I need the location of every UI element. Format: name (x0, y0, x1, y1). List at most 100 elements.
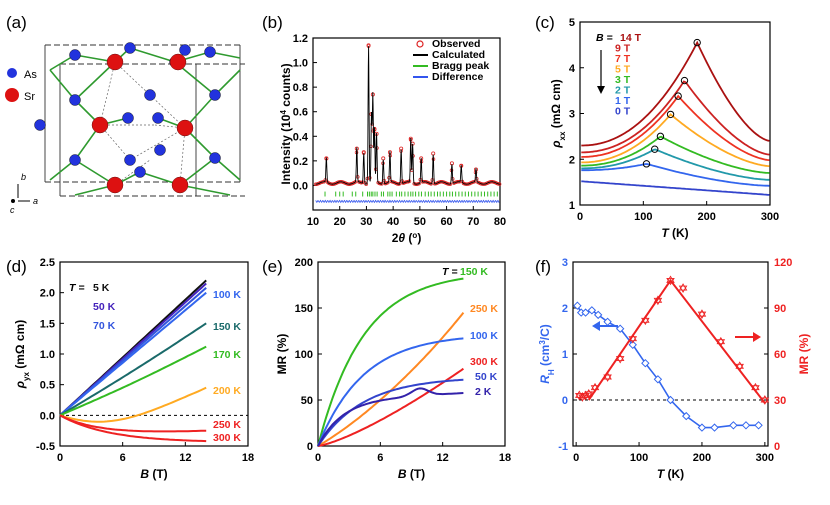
mr-point (628, 333, 638, 344)
mr-point (603, 372, 612, 382)
legend-label: 5 K (93, 282, 110, 294)
y-tick-label: 3 (562, 257, 568, 269)
y-tick-label: 120 (774, 257, 792, 269)
legend-label: 100 K (213, 289, 241, 301)
rh-point (682, 411, 691, 421)
y-tick-label: -1 (558, 441, 568, 453)
legend-label: 7 T (615, 53, 631, 65)
mr-point (615, 353, 625, 364)
atom-sr (91, 116, 109, 134)
y-axis-label-part: ρ (13, 381, 27, 389)
rh-point (593, 310, 603, 320)
y-axis-label-part: ρ (549, 140, 563, 148)
chart-resistivity: 0 100 200 300 1 2 3 4 5 B = 14 T9 T7 T5 T3 T2 T1 … (549, 17, 779, 240)
y-tick-label: 60 (774, 349, 786, 361)
y-tick-label: 150 (295, 303, 313, 315)
legend-label: 300 K (213, 432, 241, 444)
x-tick-label: 300 (756, 452, 774, 464)
y-axis-label-part: R (538, 375, 552, 384)
rh-point (628, 340, 637, 350)
y-tick-label: 1 (569, 200, 575, 212)
y-axis-label-part: xx (558, 131, 567, 140)
x-tick-label: 18 (499, 452, 511, 464)
y-tick-label: 100 (295, 349, 313, 361)
x-tick-label: 60 (440, 216, 452, 228)
axis-indicator-c (11, 199, 15, 203)
legend-label: 200 K (213, 385, 241, 397)
rh-point (666, 395, 675, 405)
legend-label: 150 K (460, 266, 488, 278)
panel-label-b: (b) (262, 13, 283, 32)
y-axis-label-part: yx (22, 372, 31, 381)
peak-marker (642, 160, 651, 168)
panel-label-c: (c) (535, 13, 555, 32)
resistivity-curve (581, 180, 770, 196)
legend-label-sr: Sr (24, 91, 35, 103)
legend-label: Difference (432, 71, 484, 83)
y-tick-label: 0 (562, 395, 568, 407)
y-tick-label: 50 (301, 395, 313, 407)
x-tick-label: 12 (179, 452, 191, 464)
y-tick-label: 0.0 (40, 410, 55, 422)
legend-marker-observed (416, 40, 424, 48)
axis-label-a: a (33, 196, 38, 206)
y-tick-label: 0.8 (293, 82, 308, 94)
bond-dotted (129, 127, 186, 161)
panel-label-f: (f) (535, 257, 551, 276)
atom-as (154, 144, 166, 156)
mr-point (678, 283, 688, 293)
x-axis-label-part: B (398, 467, 407, 481)
y-tick-label: -0.5 (36, 441, 55, 453)
atom-as (144, 89, 156, 101)
mr-point (578, 392, 587, 402)
bond (49, 69, 76, 101)
mr-point (735, 361, 744, 372)
y-tick-label: 4 (569, 63, 576, 75)
x-tick-label: 70 (467, 216, 479, 228)
rh-point (729, 421, 738, 430)
bond-dotted (99, 61, 116, 126)
plot-frame (312, 37, 501, 211)
observed-peak (431, 151, 436, 156)
y-axis-label: RH (cm3/C) (538, 324, 556, 384)
x-axis-label: 2θ (o) (392, 231, 422, 246)
y-axis-label-part: MR (%) (797, 334, 811, 375)
atom-as (152, 112, 164, 124)
y-tick-label: 2 (569, 154, 575, 166)
x-tick-label: 6 (120, 452, 126, 464)
atom-sr (169, 53, 187, 71)
x-axis-label-part: o (412, 231, 417, 240)
plot-frame (572, 261, 769, 447)
plot-frame (317, 261, 506, 447)
bond (214, 69, 241, 96)
legend-label: 2 K (475, 386, 492, 398)
y-tick-label: 200 (295, 257, 313, 269)
x-tick-label: 100 (634, 211, 652, 223)
y-axis-label-part: MR (%) (275, 334, 289, 375)
observed-point (364, 182, 368, 186)
x-tick-label: 12 (437, 452, 449, 464)
legend-label: Calculated (432, 49, 485, 61)
legend-label: 100 K (470, 330, 498, 342)
mr-point (584, 388, 594, 399)
hall-curve (59, 322, 207, 417)
mr-curve (317, 277, 464, 447)
legend-label: 170 K (213, 349, 241, 361)
mr-point (697, 309, 707, 320)
rh-point (754, 421, 763, 430)
atom-sr (176, 119, 194, 137)
rh-point (587, 306, 597, 315)
left-axis-arrow-head (592, 321, 600, 331)
resistivity-curve (581, 94, 770, 161)
x-tick-label: 18 (242, 452, 254, 464)
y-tick-label: 0 (774, 441, 780, 453)
x-axis-label: B (T) (398, 467, 425, 481)
x-axis-label: B (T) (140, 467, 167, 481)
legend-label: 0 T (615, 106, 631, 118)
bond-dotted (114, 159, 151, 186)
rh-point (710, 423, 719, 432)
peak-marker (666, 110, 675, 119)
legend-label: 250 K (213, 419, 241, 431)
unit-cell-edge (45, 44, 245, 197)
observed-peak (381, 156, 386, 161)
